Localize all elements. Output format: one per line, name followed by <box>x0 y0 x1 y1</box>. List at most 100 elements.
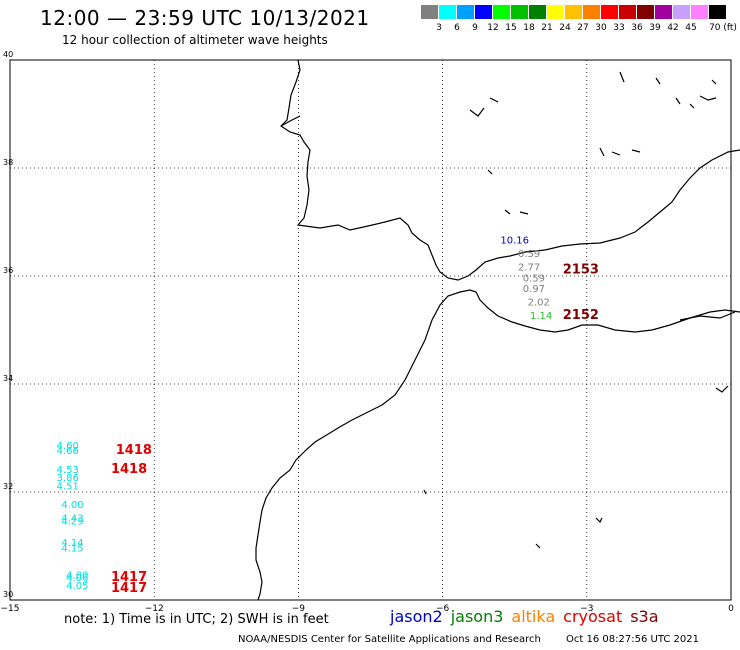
scale-label: 27 <box>577 23 589 33</box>
pass-time: 1417 <box>111 570 147 585</box>
x-tick-label: −6 <box>436 604 450 614</box>
scale-swatch <box>439 5 456 19</box>
swh-value: 10.16 <box>500 236 529 247</box>
legend-jason3: jason3 <box>450 607 504 626</box>
credit-timestamp: Oct 16 08:27:56 UTC 2021 <box>566 634 699 645</box>
y-tick-label: 40 <box>3 50 13 59</box>
coast-islet-3 <box>423 489 427 495</box>
swh-value: 4.14 <box>61 538 83 549</box>
scale-swatch <box>637 5 654 19</box>
coast-island-d <box>619 71 681 105</box>
scale-label: 6 <box>454 23 460 33</box>
swh-value: 4.43 <box>61 514 83 525</box>
coast-portugal <box>280 59 740 281</box>
x-tick-label: −3 <box>580 604 593 614</box>
scale-swatch <box>475 5 492 19</box>
scale-swatch <box>511 5 528 19</box>
coast-islet-1 <box>595 517 603 524</box>
scale-label: 42 <box>667 23 679 33</box>
legend-jason2: jason2 <box>390 607 443 626</box>
map-frame <box>9 59 732 601</box>
map-title: 12:00 — 23:59 UTC 10/13/2021 <box>40 6 370 30</box>
pass-time: 2153 <box>563 262 599 277</box>
scale-swatch <box>421 5 438 19</box>
swh-value: 4.29 <box>61 516 83 527</box>
swh-value: 2.02 <box>528 298 550 309</box>
swh-value: 4.53 <box>57 465 79 476</box>
scale-swatch <box>565 5 582 19</box>
coast-islet-4 <box>715 385 729 393</box>
scale-label: 45 <box>685 23 697 33</box>
scale-swatch <box>601 5 618 19</box>
coast-island-b <box>487 169 529 215</box>
scale-label: 15 <box>505 23 517 33</box>
scale-swatch <box>547 5 564 19</box>
swh-value: 4.06 <box>66 573 88 584</box>
scale-label: 30 <box>595 23 607 33</box>
satellite-legend: jason2 jason3 altika cryosat s3a <box>390 607 667 626</box>
legend-altika: altika <box>511 607 556 626</box>
scale-swatch <box>493 5 510 19</box>
x-tick-label: −12 <box>145 604 164 614</box>
y-tick-label: 32 <box>3 482 13 491</box>
coast-balearic <box>689 79 717 109</box>
scale-swatch <box>655 5 672 19</box>
axis-tick-labels: −15 −12 −9 −6 −3 0 40 38 36 34 32 30 <box>1 50 735 614</box>
swh-value: 0.97 <box>523 284 545 295</box>
swh-value: 4.66 <box>57 446 79 457</box>
swh-value: 4.00 <box>66 570 88 581</box>
swh-value: 2.77 <box>518 263 540 274</box>
swh-value: 4.15 <box>61 543 83 554</box>
y-tick-label: 30 <box>3 590 13 599</box>
pass-time: 1418 <box>116 443 152 458</box>
coastline <box>255 59 740 601</box>
scale-swatch <box>457 5 474 19</box>
scale-label: 3 <box>436 23 442 33</box>
pass-time: 1417 <box>111 581 147 596</box>
lat-lon-grid <box>10 60 731 600</box>
scale-label: 33 <box>613 23 625 33</box>
scale-swatch <box>673 5 690 19</box>
coast-alboran-east <box>679 311 736 321</box>
swh-value: 1.14 <box>530 311 552 322</box>
x-tick-label: −9 <box>292 604 306 614</box>
swh-value: 4.51 <box>57 481 79 492</box>
scale-swatch <box>619 5 636 19</box>
coast-island-a <box>599 147 641 157</box>
swh-value: 0.59 <box>518 249 540 260</box>
scale-swatch <box>709 5 726 19</box>
swh-value: 4.05 <box>66 581 88 592</box>
scale-swatch <box>583 5 600 19</box>
map-border <box>9 59 732 601</box>
scale-label: 24 <box>559 23 571 33</box>
coast-lisbon-estuary <box>280 115 301 127</box>
x-tick-label: 0 <box>728 604 734 614</box>
scale-label: 9 <box>472 23 478 33</box>
pass-time: 1418 <box>111 462 147 477</box>
swh-value: 4.00 <box>61 500 83 511</box>
swh-value: 3.86 <box>57 473 79 484</box>
scale-label: 70 (ft) <box>709 23 737 33</box>
legend-cryosat: cryosat <box>563 607 623 626</box>
y-tick-label: 36 <box>3 266 13 275</box>
swh-observations: 4.604.66 4.533.864.51 4.00 4.434.29 4.144.15… <box>57 236 553 593</box>
coast-islet-2 <box>535 543 541 549</box>
credit-line: NOAA/NESDIS Center for Satellite Applica… <box>238 634 721 645</box>
scale-label: 18 <box>523 23 535 33</box>
scale-label: 12 <box>487 23 499 33</box>
swh-value: 4.60 <box>57 441 79 452</box>
scale-label: 36 <box>631 23 643 33</box>
pass-time: 2152 <box>563 308 599 323</box>
coast-morocco-atlantic <box>255 289 740 601</box>
y-tick-label: 38 <box>3 158 13 167</box>
scale-label: 39 <box>649 23 661 33</box>
y-tick-label: 34 <box>3 374 13 383</box>
scale-swatch <box>529 5 546 19</box>
credit-agency: NOAA/NESDIS Center for Satellite Applica… <box>238 634 541 645</box>
swh-value: 0.59 <box>523 273 545 284</box>
scale-label: 21 <box>541 23 553 33</box>
units-note: note: 1) Time is in UTC; 2) SWH is in fe… <box>64 612 329 627</box>
scale-swatch <box>691 5 708 19</box>
